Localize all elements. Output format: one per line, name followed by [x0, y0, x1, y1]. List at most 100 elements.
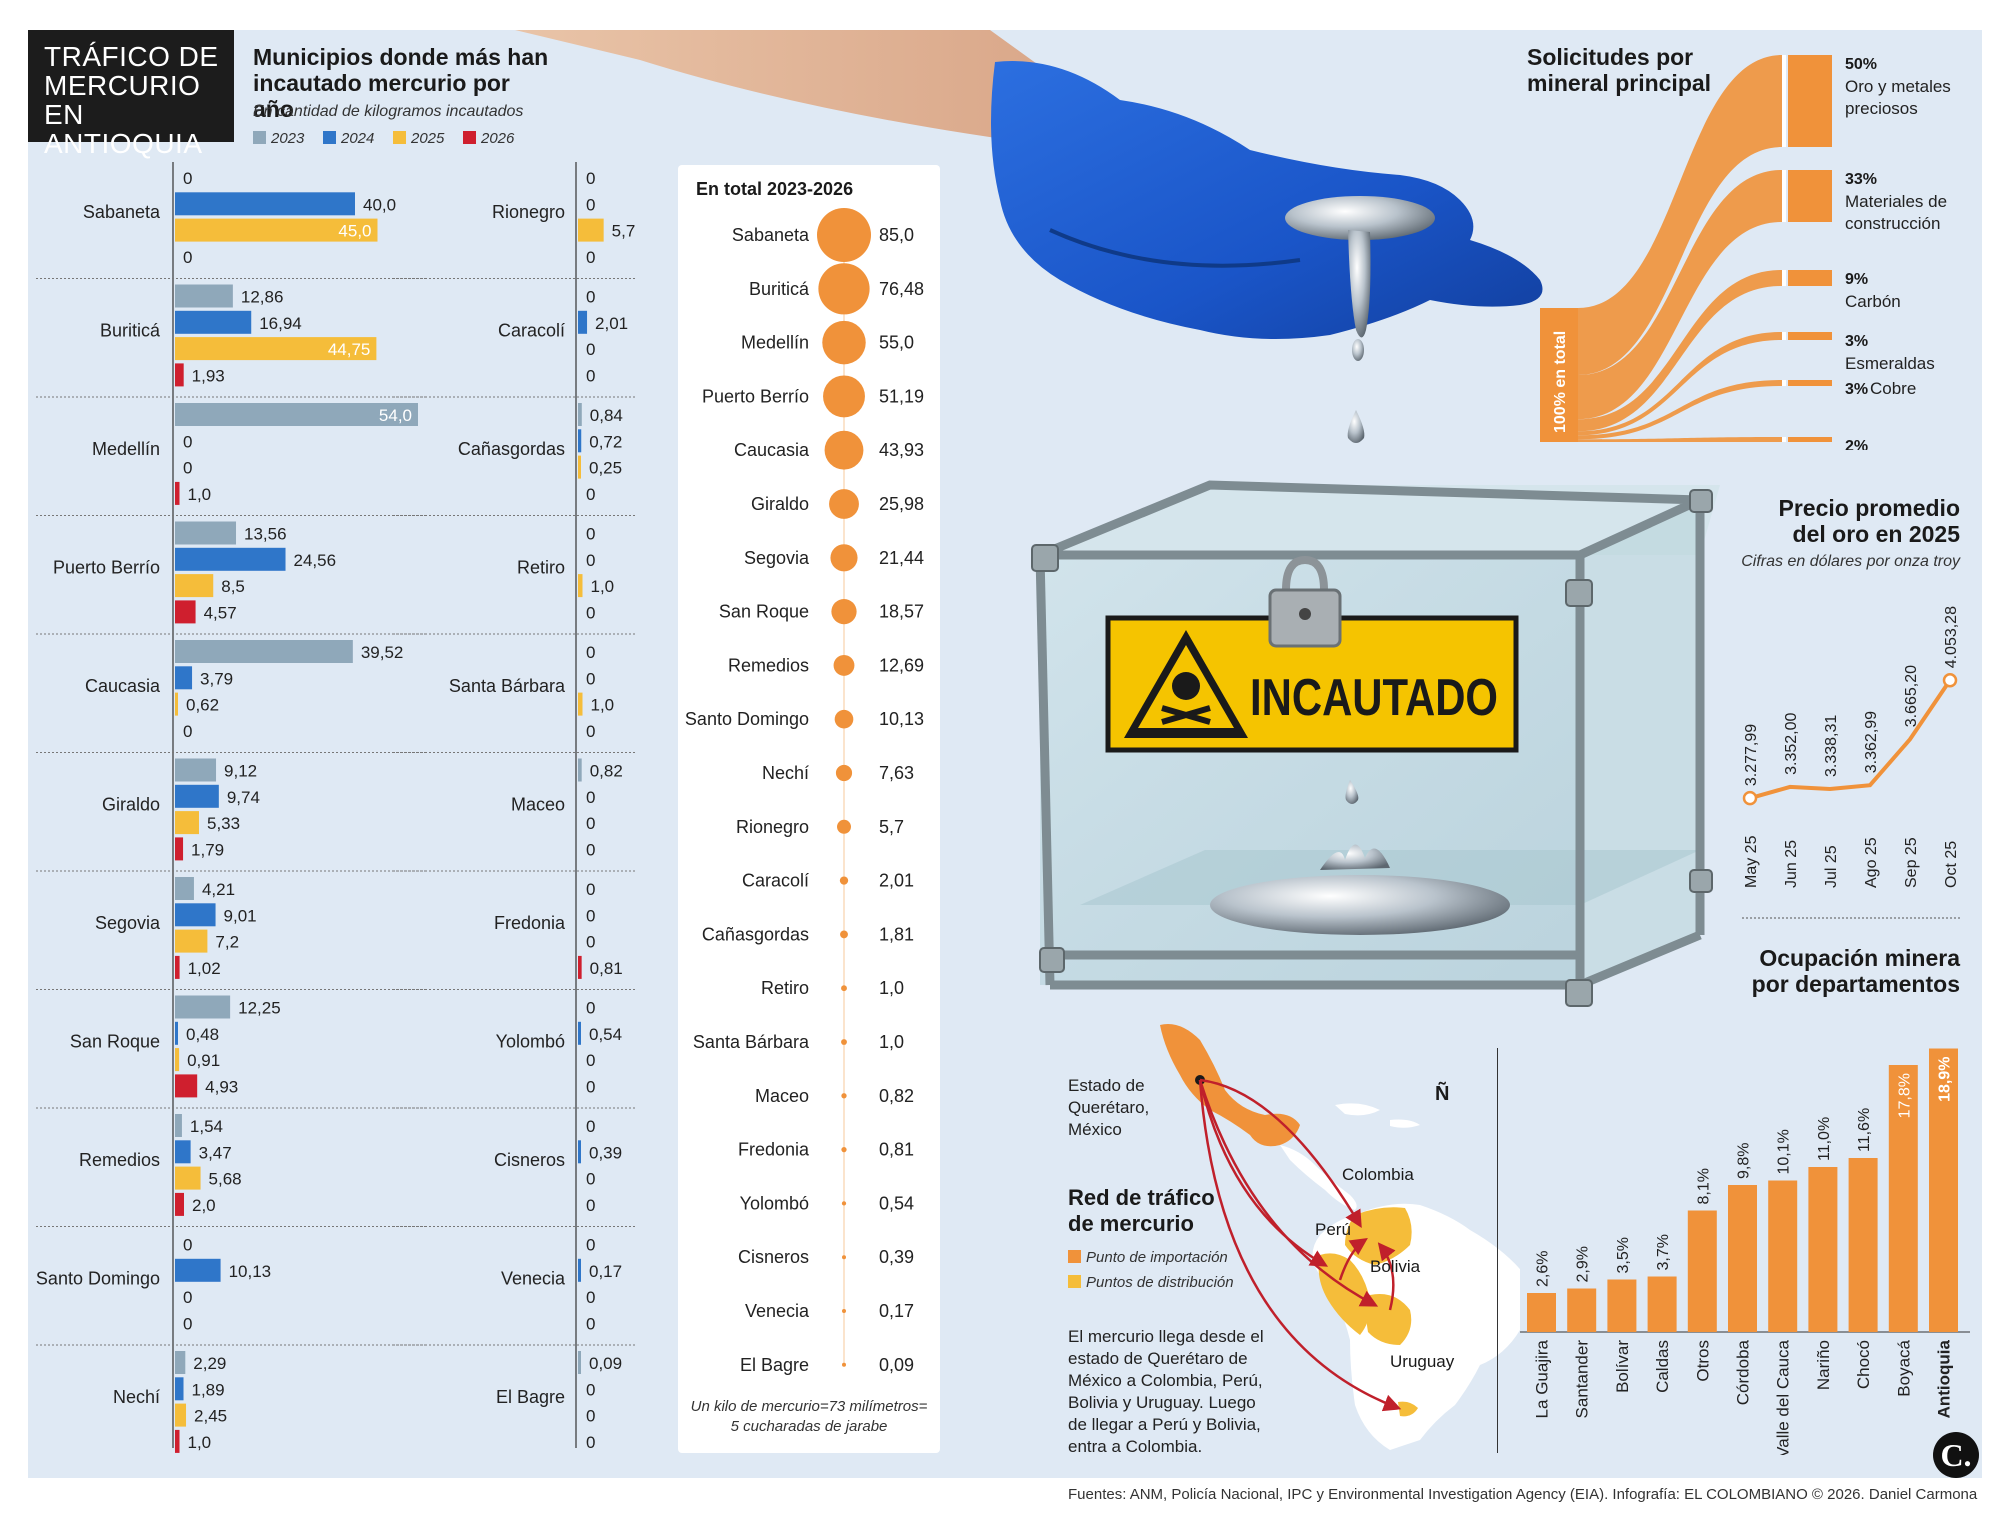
totals-bubble-nechi — [835, 764, 853, 782]
minerals-flow-cobre — [1578, 380, 1782, 440]
occupation-bar-otros — [1687, 1210, 1717, 1332]
data-label-remedios-2025: 5,68 — [209, 1170, 242, 1189]
data-label-medellin-2025: 0 — [183, 459, 192, 478]
totals-bubble-caucasia — [824, 430, 864, 470]
category-label-puerto-berrio: Puerto Berrío — [53, 558, 160, 578]
data-label-caracoli-2025: 0 — [586, 340, 595, 359]
totals-bubble-medellin — [822, 320, 866, 365]
data-label-el-bagre-2026: 0 — [586, 1433, 595, 1452]
occupation-bar-choco — [1848, 1158, 1878, 1332]
data-label-cisneros-2025: 0 — [586, 1170, 595, 1189]
data-label-venecia-2025: 0 — [586, 1288, 595, 1307]
totals-label-el-bagre: El Bagre — [740, 1355, 809, 1375]
minerals-target-esmeraldas — [1788, 332, 1832, 340]
data-label-rionegro-2025: 5,7 — [612, 222, 635, 241]
data-label-santo-domingo-2023: 0 — [183, 1236, 192, 1255]
totals-label-segovia: Segovia — [744, 548, 810, 568]
totals-value-maceo: 0,82 — [879, 1086, 914, 1106]
totals-value-medellin: 55,0 — [879, 333, 914, 353]
gold-point-may-25 — [1742, 790, 1758, 806]
occupation-chart-title: Ocupación minera por departamentos — [1751, 945, 1960, 997]
bar-sabaneta-2024 — [175, 192, 355, 216]
bar-buritica-2024 — [175, 310, 252, 334]
occupation-value-antioquia: 18,9% — [1937, 1057, 1954, 1102]
map-divider — [1497, 1048, 1498, 1453]
data-label-san-roque-2023: 12,25 — [238, 999, 281, 1018]
occupation-bar-antioquia — [1929, 1048, 1958, 1332]
bar-segovia-2026 — [175, 955, 180, 979]
totals-value-retiro: 1,0 — [879, 978, 904, 998]
bar-cisneros-2024 — [578, 1140, 581, 1164]
data-label-yolombo-2023: 0 — [586, 999, 595, 1018]
occupation-label-cordoba: Córdoba — [1734, 1339, 1753, 1405]
minerals-flow-esmeraldas — [1578, 332, 1782, 436]
totals-bubble-remedios — [833, 654, 855, 676]
map-mexico — [1160, 1024, 1300, 1147]
occupation-value-caldas: 3,7% — [1655, 1234, 1672, 1270]
data-label-canasgordas-2024: 0,72 — [589, 432, 622, 451]
bar-segovia-2023 — [175, 877, 194, 900]
data-label-yolombo-2024: 0,54 — [589, 1025, 622, 1044]
minerals-target-cobre — [1788, 380, 1832, 386]
totals-label-puerto-berrio: Puerto Berrío — [702, 386, 809, 406]
data-label-santa-barbara-2025: 1,0 — [591, 696, 615, 715]
occupation-label-valle-del-cauca: Valle del Cauca — [1774, 1339, 1793, 1455]
totals-label-santo-domingo: Santo Domingo — [685, 709, 809, 729]
data-label-rionegro-2023: 0 — [586, 169, 595, 188]
totals-value-caracoli: 2,01 — [879, 871, 914, 891]
minerals-pct-oro-y-metales-preciosos: 50% — [1845, 56, 1877, 73]
bar-santa-barbara-2025 — [578, 692, 583, 716]
legend-2026: 2026 — [463, 130, 514, 147]
data-label-santa-barbara-2023: 0 — [586, 643, 595, 662]
category-label-caracoli: Caracolí — [498, 321, 565, 341]
minerals-label-oro-y-metales-preciosos-1: preciosos — [1845, 99, 1918, 118]
totals-value-rionegro: 5,7 — [879, 817, 904, 837]
minerals-target-oro-y-metales-preciosos — [1788, 55, 1832, 147]
seizures-chart-right: Rionegro005,70Caracolí02,0100Cañasgordas… — [393, 162, 635, 1452]
minerals-flow-carbon — [1578, 270, 1782, 432]
occupation-bar-valle-del-cauca — [1768, 1180, 1798, 1332]
bar-canasgordas-2023 — [578, 403, 582, 426]
data-label-caucasia-2024: 3,79 — [200, 669, 233, 688]
map-north-indicator: Ñ — [1435, 1082, 1449, 1105]
map-legend-distribution: Puntos de distribución — [1068, 1274, 1234, 1291]
gold-price-chart: 3.277,99 May 25 3.352,00 Jun 25 3.338,31 Jul … — [1742, 606, 1960, 919]
bar-buritica-2023 — [175, 284, 233, 308]
category-label-nechi: Nechí — [113, 1387, 160, 1407]
occupation-label-santander: Santander — [1573, 1340, 1592, 1419]
data-label-segovia-2025: 7,2 — [215, 933, 239, 952]
totals-bubble-cisneros — [842, 1255, 846, 1260]
map-legend-import: Punto de importación — [1068, 1249, 1228, 1266]
minerals-flow-oro-y-metales-preciosos — [1578, 55, 1782, 375]
data-label-canasgordas-2026: 0 — [586, 485, 595, 504]
occupation-bar-cordoba — [1728, 1185, 1757, 1332]
totals-value-sabaneta: 85,0 — [879, 225, 914, 245]
data-label-remedios-2023: 1,54 — [190, 1117, 223, 1136]
data-label-sabaneta-2026: 0 — [183, 248, 192, 267]
totals-label-retiro: Retiro — [761, 978, 809, 998]
data-label-medellin-2026: 1,0 — [188, 485, 212, 504]
minerals-total-bar — [1540, 308, 1578, 442]
legend-2023: 2023 — [253, 130, 304, 147]
data-label-cisneros-2026: 0 — [586, 1196, 595, 1215]
bar-puerto-berrio-2026 — [175, 600, 196, 624]
totals-label-canasgordas: Cañasgordas — [702, 924, 809, 944]
gold-value-oct-25: 4.053,28 — [1943, 606, 1960, 668]
data-label-puerto-berrio-2023: 13,56 — [244, 525, 287, 544]
data-label-venecia-2024: 0,17 — [589, 1262, 622, 1281]
totals-label-yolombo: Yolombó — [740, 1193, 809, 1213]
data-label-giraldo-2023: 9,12 — [224, 762, 257, 781]
gold-xlabel-sep-25: Sep 25 — [1903, 837, 1920, 888]
bar-caucasia-2023 — [175, 640, 353, 663]
gold-xlabel-ago-25: Ago 25 — [1863, 837, 1880, 888]
bar-segovia-2024 — [175, 903, 216, 927]
data-label-sabaneta-2023: 0 — [183, 169, 192, 188]
occupation-value-narino: 11,0% — [1816, 1117, 1833, 1161]
totals-label-buritica: Buriticá — [749, 279, 810, 299]
bar-yolombo-2024 — [578, 1021, 581, 1045]
minerals-flow-otros-minerales — [1578, 437, 1782, 442]
data-label-puerto-berrio-2025: 8,5 — [221, 577, 245, 596]
bar-san-roque-2024 — [175, 1021, 178, 1045]
bar-caracoli-2024 — [578, 310, 588, 334]
category-label-venecia: Venecia — [501, 1269, 566, 1289]
